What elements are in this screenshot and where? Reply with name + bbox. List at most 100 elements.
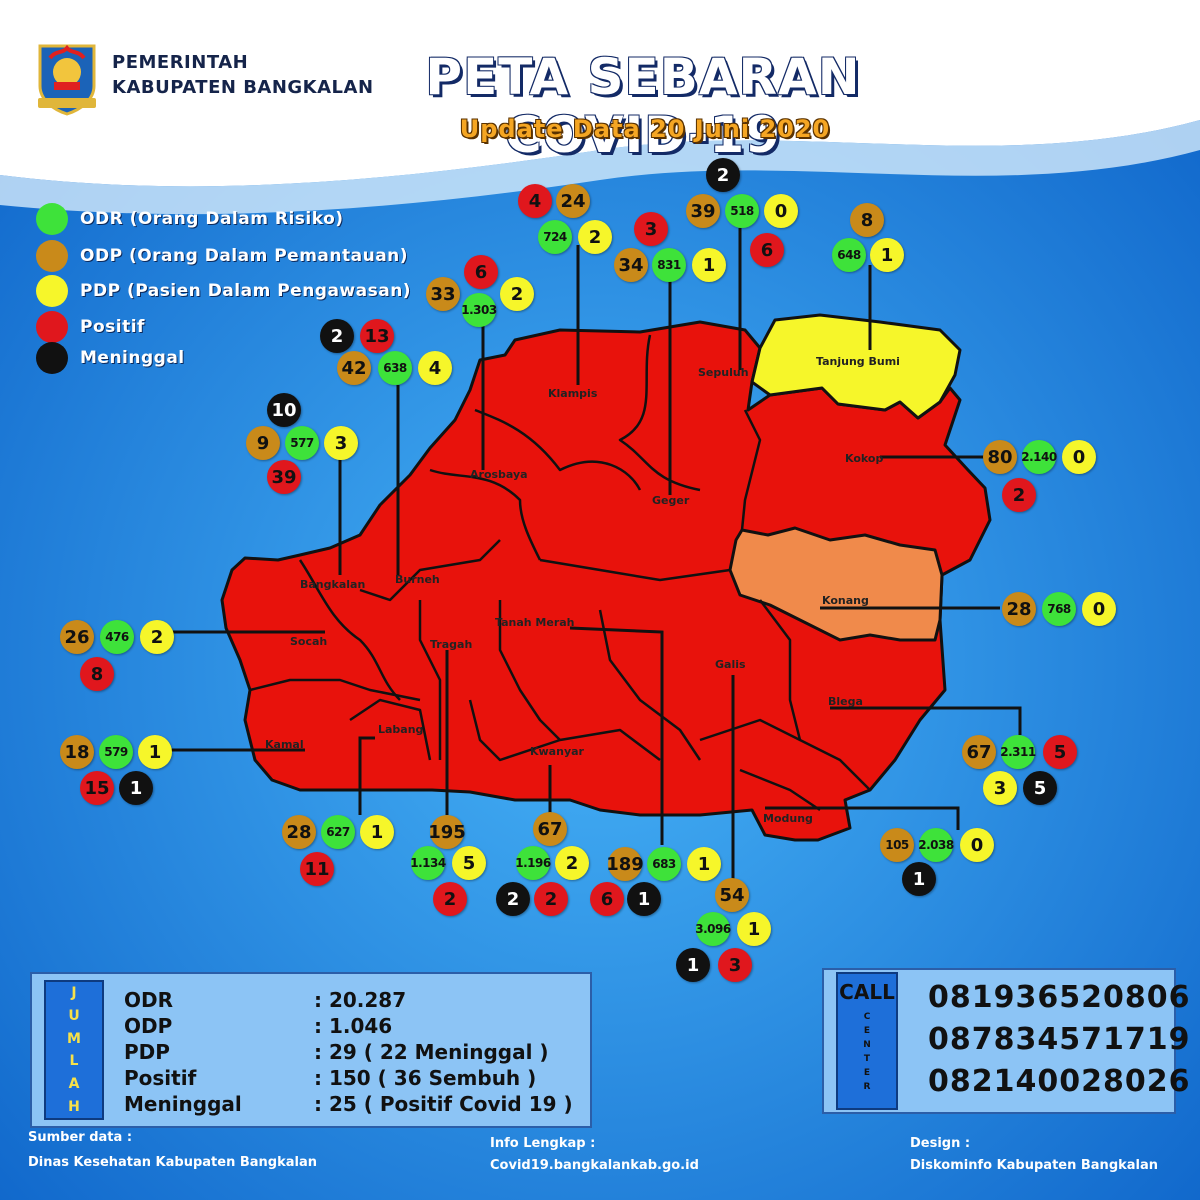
odp-bubble: 8: [850, 203, 884, 237]
summary-label-pdp: PDP: [124, 1040, 170, 1064]
jumlah-letter: M: [67, 1030, 81, 1047]
meninggal-bubble: 1: [627, 882, 661, 916]
pdp-bubble: 1: [692, 248, 726, 282]
odp-bubble: 9: [246, 426, 280, 460]
district-borders: [249, 334, 871, 812]
odr-bubble: 831: [652, 248, 686, 282]
odr-bubble: 476: [100, 620, 134, 654]
info-link[interactable]: Covid19.bangkalankab.go.id: [490, 1158, 699, 1173]
odp-bubble: 26: [60, 620, 94, 654]
odr-bubble: 648: [832, 238, 866, 272]
call-center-label: CALL C E N T E R: [836, 972, 898, 1110]
jumlah-label: J U M L A H: [44, 980, 104, 1120]
odp-bubble: 195: [428, 815, 466, 849]
odr-bubble: 577: [285, 426, 319, 460]
district-label-burneh: Burneh: [395, 573, 440, 586]
odr-bubble: 638: [378, 351, 412, 385]
pdp-bubble: 1: [360, 815, 394, 849]
pdp-bubble: 0: [764, 194, 798, 228]
odp-bubble: 33: [426, 277, 460, 311]
meninggal-bubble: 5: [1023, 771, 1057, 805]
positif-bubble: 13: [360, 319, 394, 353]
odr-dot-icon: [36, 203, 68, 235]
phone-number[interactable]: 081936520806: [928, 980, 1191, 1015]
pdp-bubble: 1: [737, 912, 771, 946]
odp-bubble: 24: [556, 184, 590, 218]
summary-value-odr: : 20.287: [314, 988, 407, 1012]
odr-bubble: 2.311: [1000, 735, 1036, 769]
meninggal-bubble: 1: [676, 948, 710, 982]
pdp-bubble: 3: [983, 771, 1017, 805]
org-line2: KABUPATEN BANGKALAN: [112, 77, 374, 98]
positif-bubble: 39: [267, 460, 301, 494]
odp-bubble: 39: [686, 194, 720, 228]
pdp-bubble: 0: [960, 828, 994, 862]
design-value: Diskominfo Kabupaten Bangkalan: [910, 1158, 1159, 1173]
odp-bubble: 67: [962, 735, 996, 769]
pdp-bubble: 0: [1062, 440, 1096, 474]
pdp-bubble: 5: [452, 846, 486, 880]
legend-item-pdp: PDP (Pasien Dalam Pengawasan): [36, 275, 411, 307]
center-letter: T: [863, 1054, 871, 1064]
jumlah-letter: A: [68, 1075, 80, 1092]
odp-bubble: 67: [533, 812, 567, 846]
center-letter: C: [863, 1012, 871, 1022]
odp-bubble: 80: [983, 440, 1017, 474]
phone-number[interactable]: 082140028026: [928, 1064, 1191, 1099]
bangkalan-logo-icon: [38, 44, 96, 116]
odr-bubble: 518: [725, 194, 759, 228]
design-label: Design :: [910, 1136, 971, 1151]
odr-bubble: 1.303: [461, 293, 497, 327]
meninggal-bubble: 10: [267, 393, 301, 427]
summary-value-meninggal: : 25 ( Positif Covid 19 ): [314, 1092, 573, 1116]
call-text: CALL: [839, 980, 895, 1004]
pdp-bubble: 2: [500, 277, 534, 311]
positif-bubble: 8: [80, 657, 114, 691]
positif-bubble: 4: [518, 184, 552, 218]
region-tanjung-bumi: [750, 313, 962, 420]
leader-lines: [170, 228, 1022, 880]
center-letter: N: [863, 1040, 871, 1050]
org-line1: PEMERINTAH: [112, 52, 249, 73]
legend-label: PDP (Pasien Dalam Pengawasan): [80, 281, 412, 301]
phone-number[interactable]: 087834571719: [928, 1022, 1191, 1057]
positif-dot-icon: [36, 311, 68, 343]
district-label-blega: Blega: [828, 695, 863, 708]
odp-bubble: 28: [282, 815, 316, 849]
pdp-bubble: 2: [578, 220, 612, 254]
positif-bubble: 2: [534, 882, 568, 916]
district-label-socah: Socah: [290, 635, 328, 648]
summary-value-positif: : 150 ( 36 Sembuh ): [314, 1066, 537, 1090]
jumlah-letter: H: [68, 1098, 80, 1115]
summary-label-positif: Positif: [124, 1066, 197, 1090]
summary-label-odp: ODP: [124, 1014, 173, 1038]
center-letter: R: [863, 1082, 871, 1092]
odr-bubble: 3.096: [695, 912, 731, 946]
summary-value-odp: : 1.046: [314, 1014, 393, 1038]
pdp-bubble: 2: [140, 620, 174, 654]
odr-bubble: 2.038: [918, 828, 954, 862]
meninggal-bubble: 2: [320, 319, 354, 353]
meninggal-dot-icon: [36, 342, 68, 374]
legend-item-meninggal: Meninggal: [36, 342, 185, 374]
odr-bubble: 1.134: [410, 846, 446, 880]
district-label-kamal: Kamal: [265, 738, 304, 751]
odp-bubble: 105: [880, 828, 914, 862]
positif-bubble: 6: [464, 255, 498, 289]
district-label-tragah: Tragah: [430, 638, 473, 651]
positif-bubble: 2: [1002, 478, 1036, 512]
meninggal-bubble: 2: [496, 882, 530, 916]
pdp-bubble: 0: [1082, 592, 1116, 626]
legend-label: Positif: [80, 317, 145, 337]
district-label-bangkalan: Bangkalan: [300, 578, 366, 591]
positif-bubble: 11: [300, 852, 334, 886]
legend-item-odp: ODP (Orang Dalam Pemantauan): [36, 240, 408, 272]
meninggal-bubble: 1: [119, 771, 153, 805]
pdp-bubble: 1: [687, 847, 721, 881]
page-subtitle: Update Data 20 Juni 2020: [459, 115, 831, 143]
jumlah-letter: J: [71, 985, 77, 1002]
odp-bubble: 54: [715, 878, 749, 912]
odr-bubble: 579: [99, 735, 133, 769]
summary-value-pdp: : 29 ( 22 Meninggal ): [314, 1040, 549, 1064]
